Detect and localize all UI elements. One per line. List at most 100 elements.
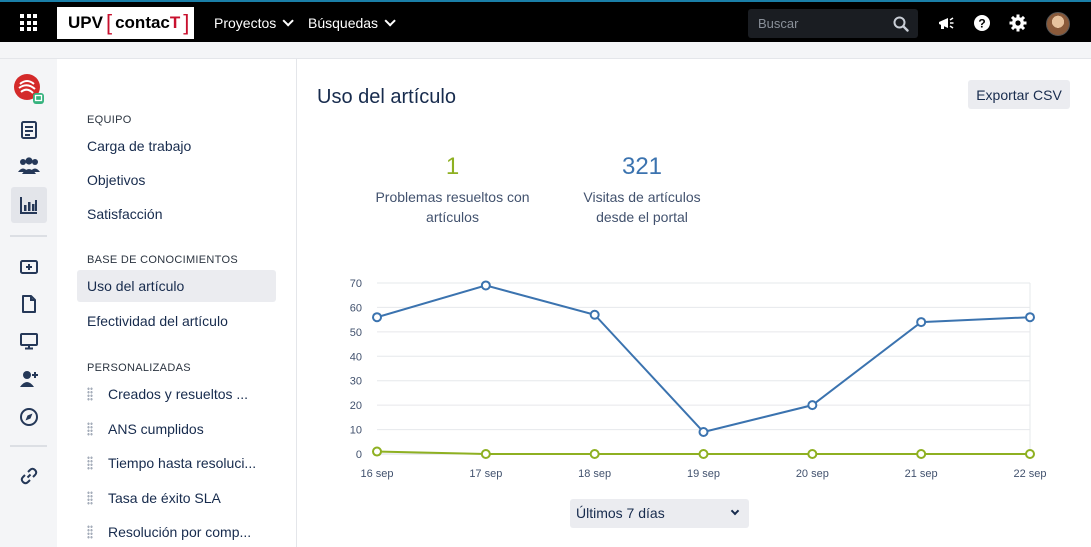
x-tick-label: 18 sep bbox=[578, 468, 611, 480]
stat-portal-article-views: 321 Visitas de artículos desde el portal bbox=[577, 153, 707, 227]
sidebar-item-satisfaccion[interactable]: Satisfacción bbox=[87, 206, 163, 222]
sidebar-item-creados-y-resueltos[interactable]: Creados y resueltos ... bbox=[77, 378, 276, 410]
report-content: Uso del artículo Exportar CSV 1 Problema… bbox=[297, 59, 1091, 547]
sidebar-item-tiempo-hasta-resolucion[interactable]: Tiempo hasta resoluci... bbox=[77, 447, 276, 479]
stat-label-line: desde el portal bbox=[596, 209, 688, 225]
sidebar-item-carga-de-trabajo[interactable]: Carga de trabajo bbox=[87, 138, 192, 154]
customers-icon[interactable] bbox=[11, 148, 47, 184]
date-range-value: Últimos 7 días bbox=[576, 505, 665, 521]
document-icon[interactable] bbox=[11, 286, 47, 322]
y-tick-label: 40 bbox=[350, 351, 362, 363]
y-tick-label: 30 bbox=[350, 376, 362, 388]
logo-bracket-right: ] bbox=[183, 10, 190, 35]
x-tick-label: 19 sep bbox=[687, 468, 720, 480]
project-avatar[interactable] bbox=[12, 72, 45, 105]
data-point bbox=[916, 317, 927, 328]
stat-label-line: Visitas de artículos bbox=[583, 189, 701, 205]
data-point bbox=[807, 449, 818, 459]
logo-text-upv: UPV bbox=[68, 13, 103, 32]
sidebar-item-tasa-de-exito-sla[interactable]: Tasa de éxito SLA bbox=[77, 482, 276, 514]
stat-value: 1 bbox=[445, 153, 460, 180]
section-heading-base-de-conocimientos: BASE DE CONOCIMIENTOS bbox=[87, 254, 238, 266]
sidebar-item-label: Creados y resueltos ... bbox=[108, 386, 249, 402]
x-tick-label: 22 sep bbox=[1013, 468, 1046, 480]
section-heading-equipo: EQUIPO bbox=[87, 114, 132, 126]
sidebar-item-label: ANS cumplidos bbox=[108, 421, 204, 437]
header-spacer bbox=[0, 42, 1091, 59]
y-tick-label: 50 bbox=[350, 327, 362, 339]
drag-handle-icon[interactable] bbox=[87, 491, 93, 505]
settings-icon[interactable] bbox=[1009, 14, 1027, 32]
svg-text:?: ? bbox=[978, 17, 985, 31]
stat-value: 321 bbox=[621, 153, 663, 180]
sidebar-item-objetivos[interactable]: Objetivos bbox=[87, 172, 146, 188]
queues-icon[interactable] bbox=[11, 112, 47, 148]
help-icon[interactable]: ? bbox=[973, 14, 991, 32]
avatar[interactable] bbox=[1046, 12, 1070, 36]
sidebar-item-ans-cumplidos[interactable]: ANS cumplidos bbox=[77, 413, 276, 445]
search-icon[interactable] bbox=[893, 16, 909, 32]
y-tick-label: 10 bbox=[350, 425, 362, 437]
nav-busquedas-label: Búsquedas bbox=[308, 15, 379, 31]
search-box[interactable] bbox=[748, 9, 918, 38]
export-csv-button[interactable]: Exportar CSV bbox=[968, 80, 1070, 109]
chevron-down-icon bbox=[384, 15, 396, 27]
x-tick-label: 16 sep bbox=[360, 468, 393, 480]
drag-handle-icon[interactable] bbox=[87, 456, 93, 470]
add-item-icon[interactable] bbox=[11, 249, 47, 285]
data-point bbox=[698, 449, 709, 459]
monitor-icon[interactable] bbox=[11, 323, 47, 359]
x-tick-label: 21 sep bbox=[905, 468, 938, 480]
add-user-icon[interactable] bbox=[11, 361, 47, 397]
data-point bbox=[1025, 312, 1035, 323]
chevron-down-icon bbox=[282, 15, 295, 27]
article-usage-line-chart: 0 10 20 30 40 50 60 70 16 sep 17 sep 18 sep 19 sep 2… bbox=[350, 278, 1047, 480]
site-logo[interactable]: UPV [ contac T ] bbox=[57, 7, 194, 39]
nav-proyectos[interactable]: Proyectos bbox=[214, 15, 295, 31]
sidebar-item-label: Resolución por comp... bbox=[108, 524, 252, 540]
link-icon[interactable] bbox=[11, 458, 47, 494]
data-point bbox=[589, 449, 600, 459]
megaphone-icon[interactable] bbox=[937, 14, 955, 32]
logo-text-t: T bbox=[169, 13, 181, 32]
stat-label: Problemas resueltos con artículos bbox=[372, 187, 533, 227]
y-tick-label: 20 bbox=[350, 400, 362, 412]
nav-proyectos-label: Proyectos bbox=[214, 15, 277, 31]
rail-divider bbox=[10, 445, 47, 447]
project-icon-rail bbox=[0, 59, 57, 547]
data-point bbox=[480, 280, 491, 291]
drag-handle-icon[interactable] bbox=[87, 525, 93, 539]
stat-label-line: Problemas resueltos con bbox=[375, 189, 530, 205]
reports-sidebar: EQUIPO Carga de trabajo Objetivos Satisf… bbox=[57, 59, 297, 547]
sidebar-item-label: Tiempo hasta resoluci... bbox=[108, 455, 257, 471]
drag-handle-icon[interactable] bbox=[87, 422, 93, 436]
y-tick-label: 0 bbox=[356, 449, 362, 461]
y-tick-label: 70 bbox=[350, 278, 362, 290]
data-point bbox=[1025, 449, 1035, 459]
apps-grid-icon[interactable] bbox=[20, 14, 37, 31]
stat-label-line: artículos bbox=[426, 209, 479, 225]
data-point bbox=[807, 400, 818, 411]
data-point bbox=[480, 449, 491, 459]
section-heading-personalizadas: PERSONALIZADAS bbox=[87, 362, 191, 374]
data-point bbox=[372, 312, 382, 323]
compass-icon[interactable] bbox=[11, 399, 47, 435]
page-title: Uso del artículo bbox=[317, 86, 456, 108]
sidebar-item-resolucion-por-componente[interactable]: Resolución por comp... bbox=[77, 516, 276, 547]
data-point bbox=[372, 446, 382, 457]
y-tick-label: 60 bbox=[350, 302, 362, 314]
logo-bracket-left: [ bbox=[105, 10, 113, 35]
search-input[interactable] bbox=[758, 16, 878, 31]
reports-icon[interactable] bbox=[11, 187, 47, 223]
stat-label: Visitas de artículos desde el portal bbox=[577, 187, 707, 227]
drag-handle-icon[interactable] bbox=[87, 387, 93, 401]
nav-busquedas[interactable]: Búsquedas bbox=[308, 15, 396, 31]
x-tick-label: 17 sep bbox=[469, 468, 502, 480]
sidebar-item-label: Tasa de éxito SLA bbox=[108, 490, 221, 506]
data-point bbox=[698, 427, 709, 438]
sidebar-item-efectividad-del-articulo[interactable]: Efectividad del artículo bbox=[87, 313, 228, 329]
stat-resolved-with-articles: 1 Problemas resueltos con artículos bbox=[372, 153, 533, 227]
sidebar-item-uso-del-articulo[interactable]: Uso del artículo bbox=[77, 270, 276, 302]
data-point bbox=[916, 449, 927, 459]
date-range-select[interactable]: Últimos 7 días bbox=[570, 499, 749, 528]
